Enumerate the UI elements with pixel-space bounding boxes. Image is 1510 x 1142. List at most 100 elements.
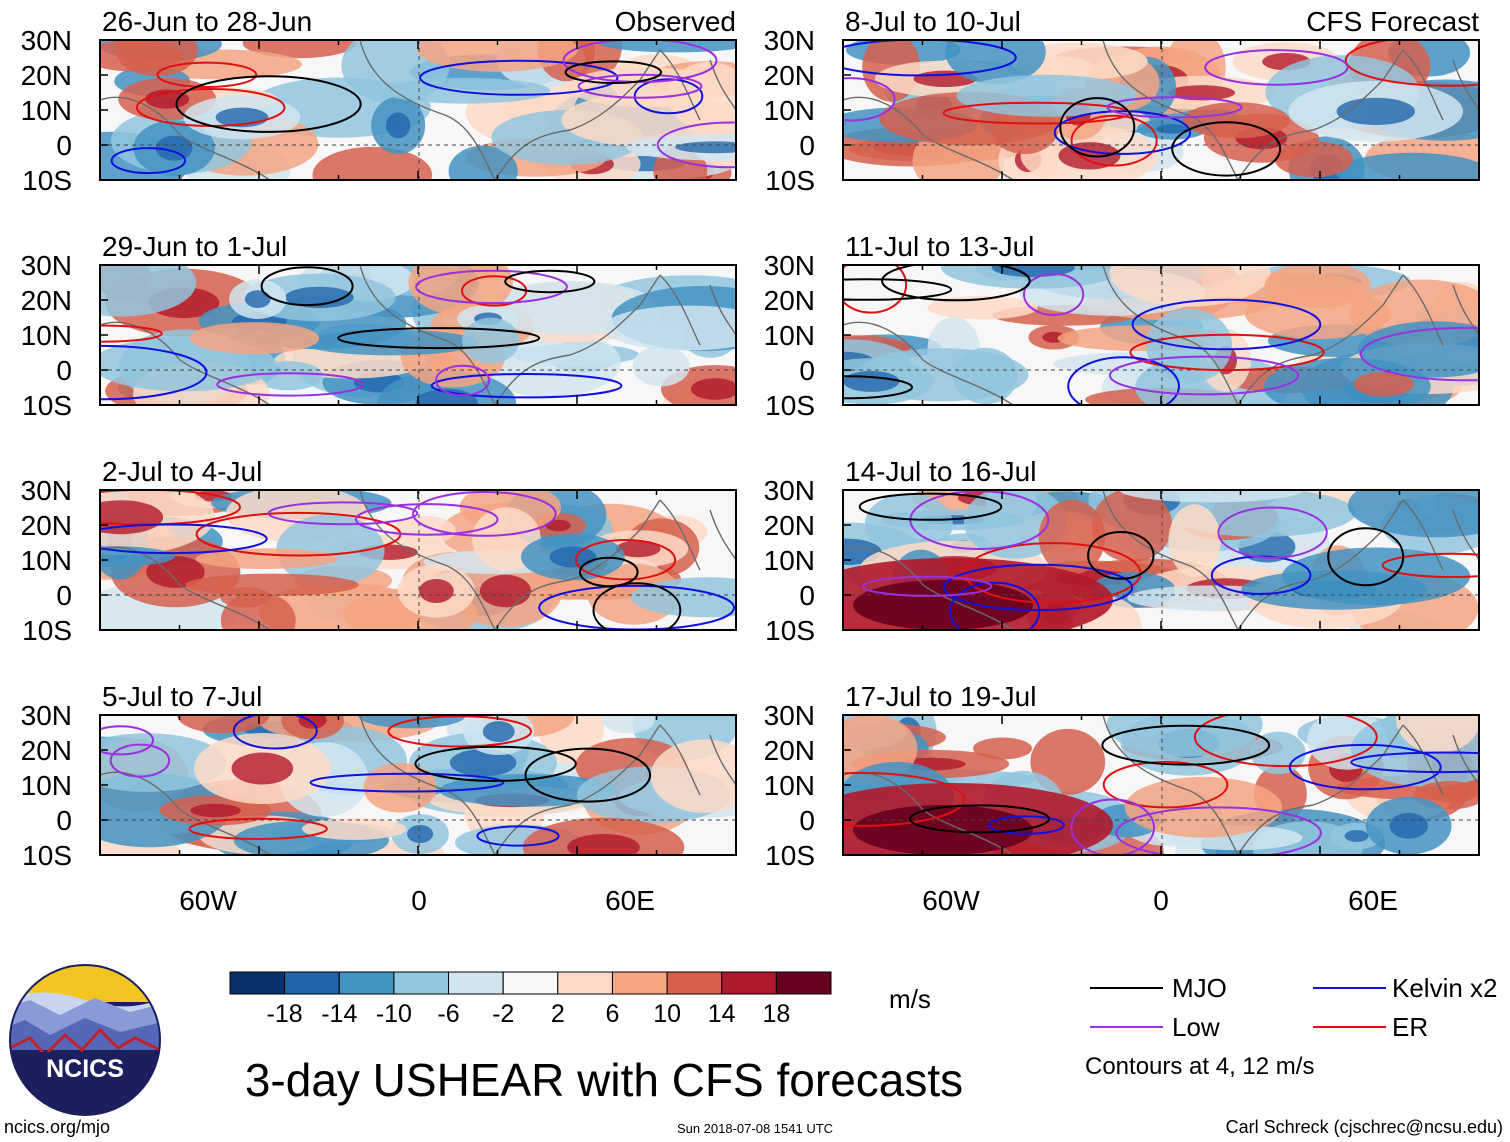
contour-er [843,772,966,827]
contour-mjo [504,269,596,294]
y-axis-labels: 30N 20N 10N 0 10S [764,250,815,421]
contour-er [1381,552,1479,578]
panel-field [100,40,736,180]
contour-low [412,491,557,537]
contour-kelvin [100,344,208,401]
shear-core [155,135,193,161]
shear-blob [927,295,1038,320]
y-tick-label: 10S [22,165,72,196]
contour-low [1108,355,1300,396]
colorbar-label: -6 [437,1000,459,1028]
y-tick-label: 0 [56,805,72,836]
y-axis-labels: 30N 20N 10N 0 10S [764,700,815,871]
contour-low [1204,49,1349,86]
coast-africa-east [494,274,661,405]
panel-tag: CFS Forecast [1306,6,1479,37]
shear-core [407,825,434,843]
panel-5: 30N 20N 10N 0 10S 8-Jul to 10-Jul CFS Forecast [764,6,1480,196]
figure-title: 3-day USHEAR with CFS forecasts [245,1054,963,1106]
coast-africa-west [1102,40,1239,180]
contour-er [387,715,533,748]
shear-core [482,721,515,743]
contour-low [1115,806,1322,855]
contour-low [109,743,171,778]
colorbar-swatch [557,971,613,995]
coast-americas [100,546,271,630]
shear-core [853,580,1033,630]
contour-mjo [524,747,652,803]
shear-core [244,290,271,308]
shear-core [285,286,354,309]
panel-8: 30N 20N 10N 0 10S 17-Jul to 19-Jul [764,681,1480,871]
y-tick-label: 10S [22,615,72,646]
shear-blob [956,74,1138,117]
shear-core [675,141,736,154]
panel-7: 30N 20N 10N 0 10S 14-Jul to 16-Jul [764,456,1480,646]
contour-low [415,269,568,305]
colorbar-swatch [721,971,777,995]
y-tick-label: 10N [21,545,72,576]
panel-tag: Observed [615,6,736,37]
coast-americas [843,546,1014,630]
panel-field [843,265,1479,405]
shear-blob [276,514,385,587]
coast-africa-west [359,265,496,405]
shear-blob [100,733,227,792]
shear-blob [1109,265,1271,307]
shear-blob [100,265,197,317]
shear-core [479,574,531,608]
shear-blob [602,715,655,734]
y-tick-label: 20N [21,735,72,766]
colorbar-swatch [284,971,340,995]
coast-americas [843,96,1014,180]
shear-core [615,540,661,558]
shear-core [231,752,294,785]
shear-blob [417,40,578,72]
y-tick-label: 20N [21,285,72,316]
colorbar-label: -10 [376,1000,412,1028]
coast-india [659,499,736,571]
x-tick-60e-right: 60E [1348,885,1398,916]
contour-mjo [260,266,354,307]
x-tick-60w-right: 60W [922,885,980,916]
contour-low [1359,326,1479,382]
contour-er [156,61,258,89]
shear-blob [1091,490,1173,563]
shear-blob [668,61,736,132]
contour-kelvin [100,523,268,555]
coast-africa-east [1237,274,1404,405]
panel-title: 11-Jul to 13-Jul [845,231,1034,262]
shear-blob [1353,372,1414,397]
y-tick-label: 30N [764,700,815,731]
contour-low [843,77,896,122]
shear-core [386,112,411,139]
panel-field [100,715,736,855]
wave-contours [100,715,652,847]
x-tick-60e-left: 60E [605,885,655,916]
coast-americas [100,771,271,855]
panel-title: 14-Jul to 16-Jul [845,456,1036,487]
legend-label-kelvin: Kelvin x2 [1392,973,1498,1003]
shear-blob [1347,490,1479,538]
contour-mjo [564,60,662,84]
shear-blob [439,774,618,807]
y-tick-label: 10N [21,95,72,126]
shear-blob [381,78,551,104]
shear-core [418,579,454,603]
contour-mjo [1171,121,1282,177]
shear-blob [115,40,198,77]
y-tick-label: 30N [21,475,72,506]
y-tick-label: 30N [764,475,815,506]
coast-africa-west [1102,490,1239,630]
shear-core [1344,830,1369,842]
y-axis-labels: 30N 20N 10N 0 10S [21,250,72,421]
y-tick-label: 10S [765,615,815,646]
shear-blob [312,146,433,180]
shear-core [100,500,164,535]
contour-low [1217,506,1328,559]
contour-mjo [843,278,953,301]
shear-blob [1264,265,1371,309]
shear-blob [602,305,736,351]
contour-mjo [175,75,362,133]
contour-mjo [1101,724,1271,766]
